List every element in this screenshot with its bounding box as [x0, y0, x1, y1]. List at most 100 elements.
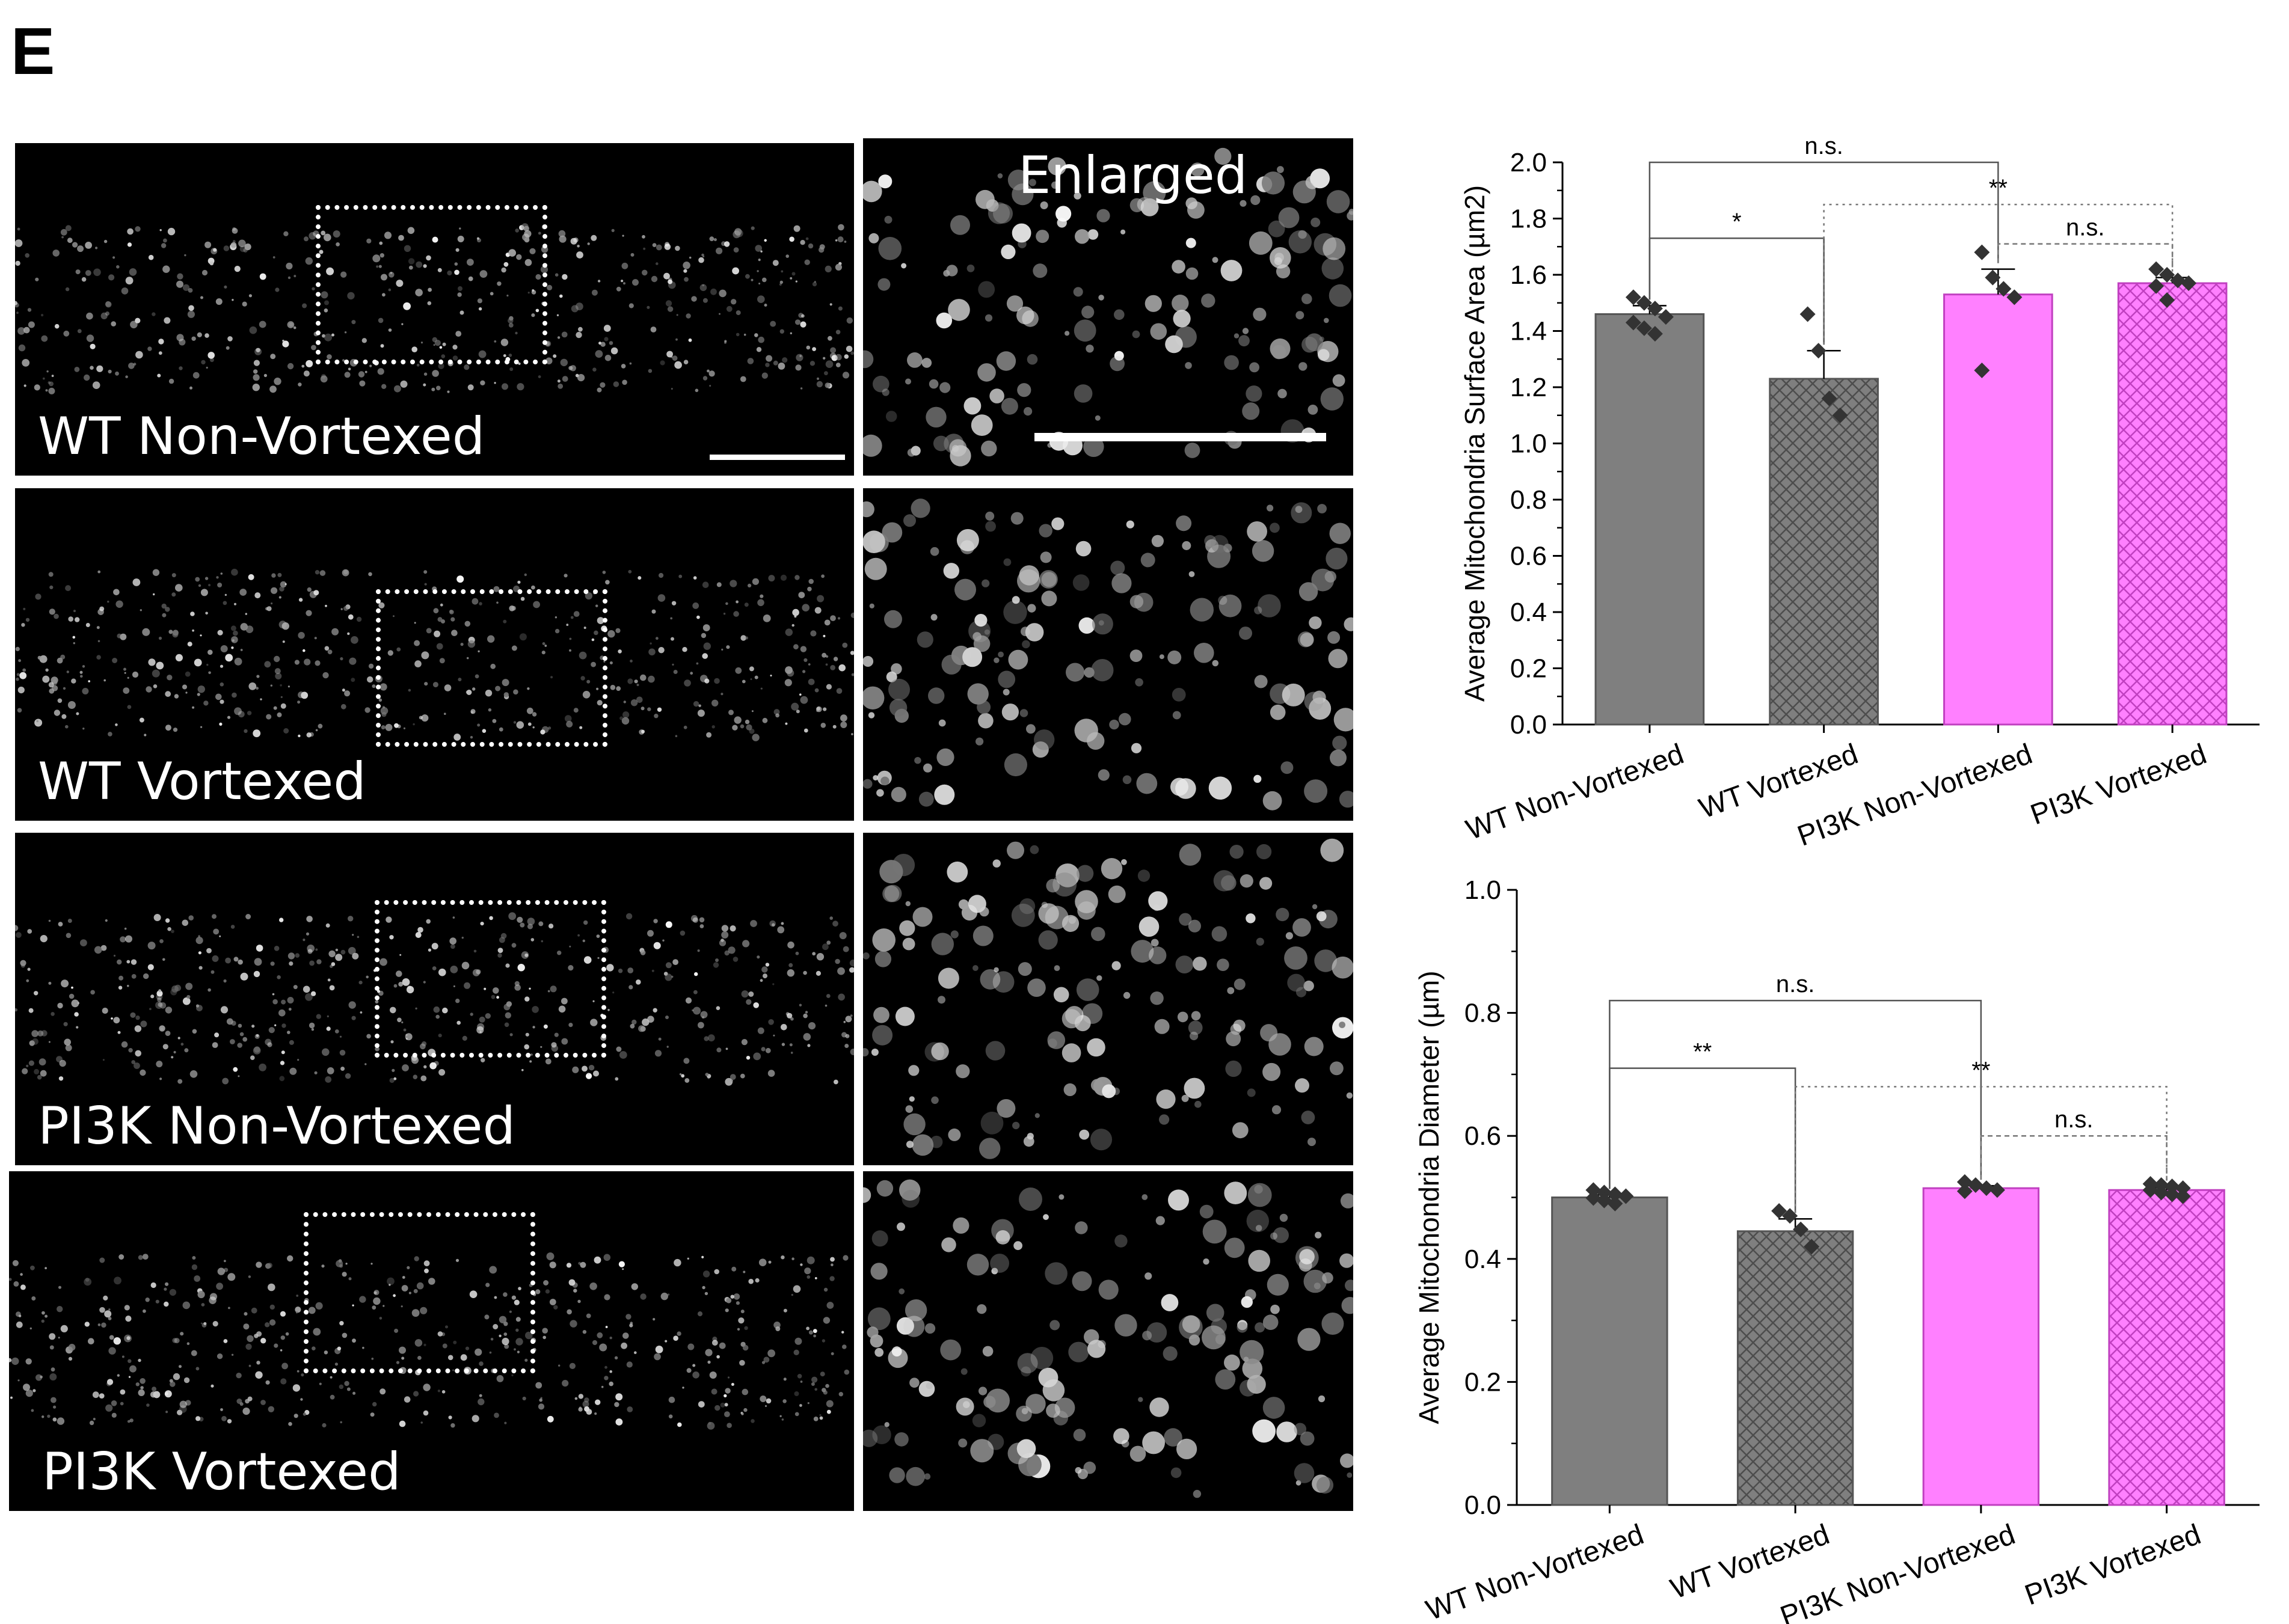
significance-bracket: [1609, 1067, 1796, 1213]
significance-label: n.s.: [1804, 133, 1843, 159]
micrograph-label: WT Non-Vortexed: [38, 406, 485, 467]
bar-3: [1943, 293, 2053, 726]
scale-bar: [1034, 433, 1326, 441]
fluorescence-texture: [863, 1179, 1353, 1498]
data-point: [1636, 295, 1652, 311]
x-tick-label: PI3K Vortexed: [2021, 1519, 2205, 1612]
micrograph-label: WT Vortexed: [38, 752, 366, 812]
bar-1: [1594, 313, 1705, 726]
roi-box: [375, 900, 606, 1058]
data-point: [1618, 1188, 1634, 1204]
data-point: [1585, 1182, 1602, 1198]
enlarged-wt-nonvortexed: Enlarged: [863, 138, 1353, 476]
y-tick-label: 0.0: [1464, 1491, 1501, 1520]
bar-3: [1922, 1187, 2040, 1506]
data-point: [1799, 306, 1816, 322]
bar-4: [2108, 1189, 2225, 1506]
y-tick-label: 0.4: [1464, 1245, 1501, 1274]
enlarged-pi3k-nonvortexed: [863, 833, 1353, 1165]
data-point: [1985, 269, 2001, 286]
data-point: [1956, 1183, 1973, 1200]
data-point: [1636, 320, 1652, 336]
y-tick-label: 0.0: [1510, 710, 1547, 740]
data-point: [1810, 343, 1827, 359]
micrograph-wt-nonvortexed: WT Non-Vortexed: [15, 143, 854, 476]
data-point: [1596, 1184, 1612, 1201]
data-point: [1658, 309, 1674, 325]
data-point: [1625, 314, 1641, 331]
data-point: [1978, 1180, 1994, 1197]
y-tick-label: 0.2: [1464, 1367, 1501, 1397]
roi-box: [316, 205, 547, 364]
data-point: [2159, 292, 2175, 308]
fluorescence-texture: [863, 147, 1353, 467]
bar-4: [2117, 282, 2228, 726]
y-axis-label: Average Mitochondria Surface Area (µm2): [1459, 185, 1490, 702]
scale-bar: [710, 455, 845, 460]
fluorescence-texture: [15, 568, 854, 741]
data-point: [2148, 261, 2165, 277]
roi-box: [304, 1212, 535, 1373]
y-tick-label: 0.2: [1510, 654, 1547, 684]
x-tick-label: WT Non-Vortexed: [1422, 1519, 1648, 1624]
y-tick-label: 1.6: [1510, 260, 1547, 290]
y-tick-label: 0.4: [1510, 598, 1547, 627]
y-tick-label: 0.6: [1464, 1121, 1501, 1151]
data-point: [2164, 1186, 2180, 1203]
data-point: [2170, 272, 2186, 289]
data-point: [2164, 1178, 2180, 1195]
panel-letter: E: [11, 14, 55, 88]
significance-label: **: [1971, 1057, 1990, 1083]
significance-label: **: [1989, 175, 2008, 201]
diameter-chart: 0.0 0.2 0.4 0.6 0.8 1.0 Average Mitochondria D…: [1413, 875, 2260, 1624]
surface-area-chart: 0.0 0.2 0.4 0.6 0.8 1.0 1.2 1.4 1.6 1.8 2.0 Average…: [1459, 133, 2260, 853]
fluorescence-texture: [9, 1252, 850, 1430]
bar-2: [1769, 378, 1879, 726]
data-point: [2148, 278, 2165, 294]
data-point: [2006, 289, 2023, 305]
y-tick-label: 1.0: [1464, 875, 1501, 905]
significance-bracket: [1980, 1135, 2168, 1182]
bar-2: [1736, 1230, 1854, 1506]
y-tick-label: 2.0: [1510, 148, 1547, 177]
micrograph-pi3k-vortexed: PI3K Vortexed: [9, 1171, 854, 1511]
data-point: [1647, 301, 1663, 317]
data-point: [1607, 1195, 1623, 1212]
data-point: [1793, 1221, 1809, 1237]
x-tick-label: WT Non-Vortexed: [1462, 738, 1688, 847]
micrograph-label: PI3K Vortexed: [42, 1442, 401, 1502]
significance-label: n.s.: [2066, 215, 2104, 241]
micrograph-pi3k-nonvortexed: PI3K Non-Vortexed: [15, 833, 854, 1165]
fluorescence-texture: [863, 498, 1353, 810]
data-point: [1821, 390, 1837, 406]
data-point: [1996, 281, 2012, 297]
micrograph-wt-vortexed: WT Vortexed: [15, 488, 854, 821]
y-tick-label: 1.2: [1510, 373, 1547, 402]
enlarged-pi3k-vortexed: [863, 1171, 1353, 1511]
significance-label: n.s.: [2054, 1106, 2093, 1133]
data-point: [1771, 1203, 1787, 1219]
data-point: [2175, 1188, 2191, 1204]
data-point: [2142, 1182, 2158, 1198]
y-tick-label: 1.8: [1510, 204, 1547, 234]
data-point: [1585, 1190, 1602, 1206]
data-point: [1974, 244, 1990, 260]
data-point: [2181, 275, 2197, 292]
data-point: [2153, 1184, 2169, 1201]
micrograph-label: PI3K Non-Vortexed: [38, 1096, 516, 1156]
enlarged-wt-vortexed: [863, 488, 1353, 821]
y-tick-label: 0.6: [1510, 542, 1547, 571]
y-tick-label: 0.8: [1464, 999, 1501, 1028]
enlarged-label: Enlarged: [1018, 146, 1248, 206]
data-point: [2159, 267, 2175, 283]
roi-box: [376, 589, 607, 747]
data-point: [1989, 1182, 2005, 1198]
data-point: [1832, 407, 1848, 423]
fluorescence-texture: [15, 223, 854, 394]
y-axis-label: Average Mitochondria Diameter (µm): [1413, 970, 1445, 1424]
significance-label: *: [1732, 209, 1742, 235]
data-point: [1974, 362, 1990, 378]
data-point: [2175, 1180, 2191, 1197]
fluorescence-texture: [863, 838, 1353, 1159]
significance-label: n.s.: [1776, 971, 1814, 997]
